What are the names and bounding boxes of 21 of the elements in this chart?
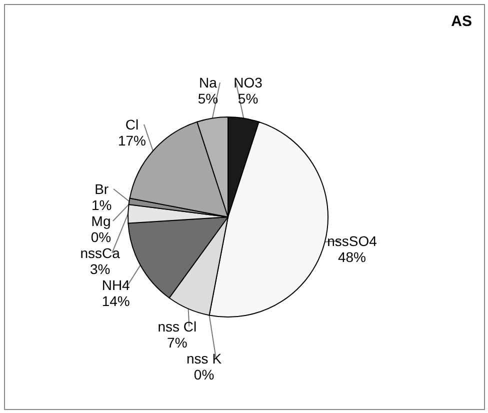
text: AS: [451, 13, 472, 30]
data-label: 5%: [238, 90, 258, 107]
slice-label: nss Cl: [158, 318, 197, 334]
data-label: 14%: [102, 292, 130, 309]
slice-label: nssCa: [80, 244, 120, 261]
category-label: Mg: [91, 212, 111, 229]
slice-label: Br: [94, 180, 109, 197]
data-label: 7%: [167, 334, 188, 350]
slice-label: NO3: [234, 74, 263, 91]
data-label: 1%: [91, 196, 112, 213]
category-label: nss K: [186, 350, 222, 366]
text: 0%: [90, 228, 112, 245]
slice-label: Na: [199, 74, 218, 91]
text: 0%: [194, 366, 214, 382]
slice-label: NH4: [102, 276, 130, 293]
slice-label: Cl: [125, 116, 139, 132]
slice-label: nssSO4: [327, 232, 378, 249]
data-label: 48%: [338, 248, 366, 265]
data-label: 3%: [90, 260, 110, 277]
data-label: 17%: [118, 132, 146, 148]
data-label: 5%: [198, 90, 218, 107]
